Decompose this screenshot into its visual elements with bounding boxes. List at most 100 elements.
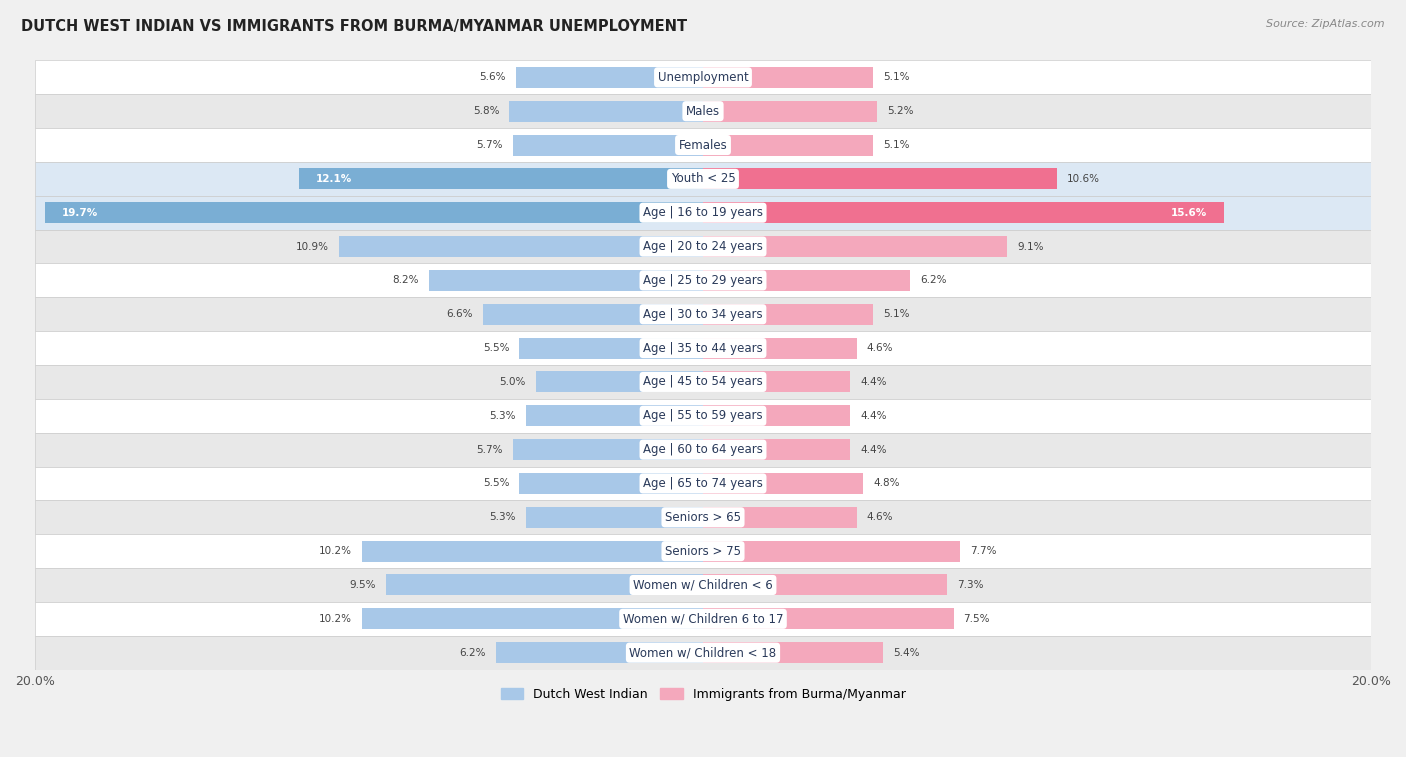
Bar: [703, 338, 856, 359]
Text: Unemployment: Unemployment: [658, 71, 748, 84]
Bar: [519, 473, 703, 494]
Text: 7.5%: 7.5%: [963, 614, 990, 624]
Bar: [703, 270, 910, 291]
Text: 5.3%: 5.3%: [489, 411, 516, 421]
Bar: [703, 507, 856, 528]
Text: 4.6%: 4.6%: [866, 512, 893, 522]
Bar: [496, 642, 703, 663]
Text: 5.4%: 5.4%: [893, 648, 920, 658]
Bar: [35, 466, 1371, 500]
Bar: [703, 405, 851, 426]
Text: 8.2%: 8.2%: [392, 276, 419, 285]
Text: 5.0%: 5.0%: [499, 377, 526, 387]
Text: 5.1%: 5.1%: [883, 73, 910, 83]
Text: 4.8%: 4.8%: [873, 478, 900, 488]
Bar: [703, 642, 883, 663]
Text: DUTCH WEST INDIAN VS IMMIGRANTS FROM BURMA/MYANMAR UNEMPLOYMENT: DUTCH WEST INDIAN VS IMMIGRANTS FROM BUR…: [21, 19, 688, 34]
Text: 6.2%: 6.2%: [920, 276, 946, 285]
Bar: [35, 568, 1371, 602]
Text: 5.6%: 5.6%: [479, 73, 506, 83]
Bar: [35, 534, 1371, 568]
Bar: [513, 439, 703, 460]
Bar: [35, 365, 1371, 399]
Bar: [519, 338, 703, 359]
Text: Women w/ Children < 6: Women w/ Children < 6: [633, 578, 773, 591]
Bar: [703, 67, 873, 88]
Bar: [35, 263, 1371, 298]
Bar: [536, 372, 703, 392]
Bar: [703, 575, 946, 596]
Bar: [363, 540, 703, 562]
Text: Males: Males: [686, 104, 720, 117]
Text: 19.7%: 19.7%: [62, 207, 98, 218]
Text: 6.2%: 6.2%: [460, 648, 486, 658]
Text: 5.5%: 5.5%: [482, 478, 509, 488]
Bar: [35, 602, 1371, 636]
Text: Age | 35 to 44 years: Age | 35 to 44 years: [643, 341, 763, 354]
Bar: [35, 95, 1371, 128]
Legend: Dutch West Indian, Immigrants from Burma/Myanmar: Dutch West Indian, Immigrants from Burma…: [495, 683, 911, 706]
Text: 15.6%: 15.6%: [1171, 207, 1208, 218]
Bar: [35, 196, 1371, 229]
Text: 4.4%: 4.4%: [860, 411, 887, 421]
Bar: [703, 304, 873, 325]
Bar: [35, 61, 1371, 95]
Bar: [35, 298, 1371, 331]
Bar: [526, 405, 703, 426]
Bar: [429, 270, 703, 291]
Text: Age | 20 to 24 years: Age | 20 to 24 years: [643, 240, 763, 253]
Text: 10.9%: 10.9%: [295, 241, 329, 251]
Bar: [703, 372, 851, 392]
Bar: [703, 540, 960, 562]
Text: 5.5%: 5.5%: [482, 343, 509, 353]
Bar: [35, 162, 1371, 196]
Text: Women w/ Children 6 to 17: Women w/ Children 6 to 17: [623, 612, 783, 625]
Text: 10.6%: 10.6%: [1067, 174, 1099, 184]
Text: Age | 65 to 74 years: Age | 65 to 74 years: [643, 477, 763, 490]
Text: Age | 16 to 19 years: Age | 16 to 19 years: [643, 206, 763, 220]
Bar: [35, 229, 1371, 263]
Text: Women w/ Children < 18: Women w/ Children < 18: [630, 646, 776, 659]
Bar: [703, 473, 863, 494]
Bar: [703, 439, 851, 460]
Bar: [299, 168, 703, 189]
Text: Age | 45 to 54 years: Age | 45 to 54 years: [643, 375, 763, 388]
Text: 7.7%: 7.7%: [970, 546, 997, 556]
Bar: [703, 101, 877, 122]
Text: 9.1%: 9.1%: [1017, 241, 1043, 251]
Text: 6.6%: 6.6%: [446, 310, 472, 319]
Text: 4.4%: 4.4%: [860, 377, 887, 387]
Text: 9.5%: 9.5%: [349, 580, 375, 590]
Text: 5.7%: 5.7%: [477, 140, 502, 150]
Bar: [35, 636, 1371, 670]
Bar: [703, 202, 1225, 223]
Bar: [513, 135, 703, 155]
Bar: [526, 507, 703, 528]
Text: Seniors > 65: Seniors > 65: [665, 511, 741, 524]
Bar: [339, 236, 703, 257]
Text: 7.3%: 7.3%: [957, 580, 983, 590]
Text: 12.1%: 12.1%: [315, 174, 352, 184]
Bar: [703, 135, 873, 155]
Bar: [482, 304, 703, 325]
Text: 10.2%: 10.2%: [319, 614, 353, 624]
Bar: [35, 128, 1371, 162]
Text: 5.7%: 5.7%: [477, 444, 502, 455]
Text: Age | 30 to 34 years: Age | 30 to 34 years: [643, 308, 763, 321]
Text: 5.1%: 5.1%: [883, 140, 910, 150]
Text: 4.6%: 4.6%: [866, 343, 893, 353]
Text: Females: Females: [679, 139, 727, 151]
Text: Age | 55 to 59 years: Age | 55 to 59 years: [643, 410, 763, 422]
Bar: [509, 101, 703, 122]
Text: 5.3%: 5.3%: [489, 512, 516, 522]
Text: Age | 25 to 29 years: Age | 25 to 29 years: [643, 274, 763, 287]
Text: Age | 60 to 64 years: Age | 60 to 64 years: [643, 443, 763, 456]
Text: 4.4%: 4.4%: [860, 444, 887, 455]
Text: 5.2%: 5.2%: [887, 106, 914, 116]
Bar: [45, 202, 703, 223]
Bar: [363, 609, 703, 629]
Bar: [516, 67, 703, 88]
Bar: [35, 500, 1371, 534]
Bar: [703, 168, 1057, 189]
Text: Source: ZipAtlas.com: Source: ZipAtlas.com: [1267, 19, 1385, 29]
